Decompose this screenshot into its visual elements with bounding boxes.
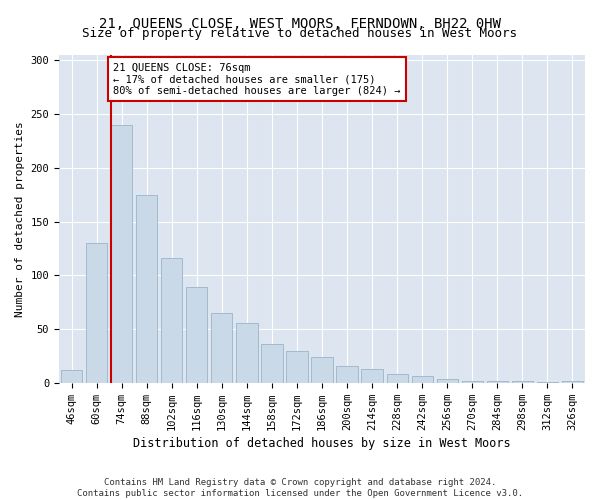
- Bar: [161, 258, 182, 383]
- Bar: [386, 374, 408, 383]
- Y-axis label: Number of detached properties: Number of detached properties: [15, 121, 25, 317]
- Bar: [211, 313, 232, 383]
- Bar: [361, 369, 383, 383]
- Text: 21, QUEENS CLOSE, WEST MOORS, FERNDOWN, BH22 0HW: 21, QUEENS CLOSE, WEST MOORS, FERNDOWN, …: [99, 18, 501, 32]
- Bar: [61, 370, 82, 383]
- Bar: [86, 243, 107, 383]
- Bar: [487, 380, 508, 383]
- Bar: [337, 366, 358, 383]
- Bar: [311, 357, 332, 383]
- Text: Size of property relative to detached houses in West Moors: Size of property relative to detached ho…: [83, 28, 517, 40]
- Bar: [136, 194, 157, 383]
- Bar: [512, 380, 533, 383]
- Bar: [562, 380, 583, 383]
- Bar: [461, 380, 483, 383]
- Text: 21 QUEENS CLOSE: 76sqm
← 17% of detached houses are smaller (175)
80% of semi-de: 21 QUEENS CLOSE: 76sqm ← 17% of detached…: [113, 62, 401, 96]
- Bar: [412, 376, 433, 383]
- X-axis label: Distribution of detached houses by size in West Moors: Distribution of detached houses by size …: [133, 437, 511, 450]
- Bar: [186, 287, 208, 383]
- Bar: [286, 350, 308, 383]
- Bar: [111, 125, 132, 383]
- Bar: [437, 378, 458, 383]
- Bar: [261, 344, 283, 383]
- Bar: [537, 382, 558, 383]
- Text: Contains HM Land Registry data © Crown copyright and database right 2024.
Contai: Contains HM Land Registry data © Crown c…: [77, 478, 523, 498]
- Bar: [236, 322, 257, 383]
